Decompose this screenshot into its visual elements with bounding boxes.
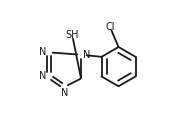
Text: SH: SH	[65, 30, 79, 40]
Text: Cl: Cl	[105, 22, 115, 32]
Text: N: N	[39, 71, 47, 81]
Text: N: N	[83, 50, 91, 60]
Text: N: N	[61, 88, 68, 98]
Text: N: N	[39, 47, 47, 57]
